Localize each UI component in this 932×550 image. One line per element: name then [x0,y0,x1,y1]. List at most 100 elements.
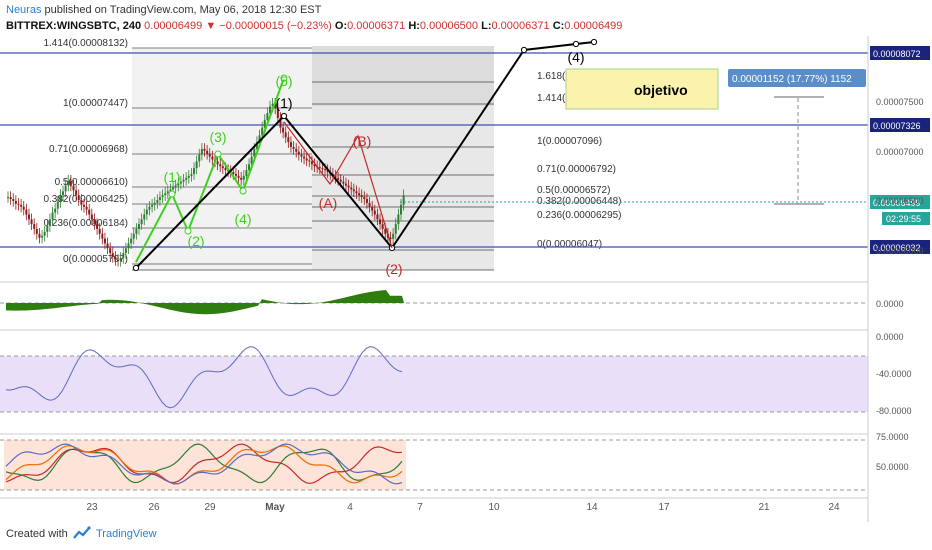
macd-axis-tick: 0.0000 [876,299,904,309]
candle-body [240,177,243,180]
rsi-axis-tick: -80.0000 [876,406,912,416]
symbol-name: BITTREX:WINGSBTC, 240 [6,20,142,32]
candle-body [350,187,353,190]
high-label: H: [408,20,420,32]
candle-body [242,175,245,180]
wave-black-node [590,38,598,46]
wave-green-label: (2) [187,233,204,249]
candle-body [287,137,290,143]
price-axis-tick: 0.00006500 [876,196,924,206]
candle-body [130,238,133,244]
candle-body [355,191,358,194]
candle-body [269,106,271,114]
candle-body [138,224,140,229]
countdown-tag-text: 02:29:55 [886,214,921,224]
rsi-band [0,356,868,412]
candle-body [237,175,240,178]
candle-body [127,243,130,249]
author-link[interactable]: Neuras [6,4,42,16]
fib-label-right: 0.71(0.00006792) [537,164,616,175]
candle-body [261,127,264,136]
candle-body [384,228,387,234]
candle-body [379,219,382,225]
candle-body [368,202,371,207]
candle-body [75,190,78,196]
candle-body [392,233,395,239]
stoch-line [5,443,403,485]
candle-body [22,206,25,210]
x-axis-tick: May [265,502,285,513]
candle-body [284,132,287,138]
last-price: 0.00006499 [144,20,203,32]
price-tag-level [870,46,930,60]
candle-body [96,224,99,229]
fib-label-right: 0.5(0.00006572) [537,185,610,196]
candle-body [373,210,376,215]
candle-body [169,189,172,192]
x-axis-tick: 23 [86,502,98,513]
candle-body [200,148,203,155]
fib-label-right: 0(0.00006047) [537,239,602,250]
candle-body [321,168,324,170]
close-value: 0.00006499 [564,20,623,32]
candle-body [303,156,306,159]
price-tag-level-text: 0.00007326 [873,121,921,131]
candle-body [255,142,258,149]
candle-body [20,204,23,207]
high-value: 0.00006500 [419,20,479,32]
x-axis-tick: 21 [758,502,770,513]
candle-body [250,156,253,165]
candle-body [46,226,49,232]
candle-body [219,164,222,167]
trading-chart[interactable]: 1.414(0.00008132) 1(0.00007447) 0.71(0.000… [0,36,932,522]
stoch-band [4,440,406,490]
candle-body [203,148,206,151]
candle-body [41,235,44,238]
candle-body [93,219,96,225]
tradingview-brand[interactable]: TradingView [96,528,157,540]
candle-body [363,197,366,200]
candle-body [85,206,88,210]
candle-body [103,238,106,244]
candle-body [371,206,374,211]
candle-body [234,173,237,176]
candle-body [80,200,83,205]
candle-body [59,195,62,202]
candle-body [221,166,224,169]
countdown-tag [882,212,930,225]
candle-body [111,253,114,257]
candle-body [190,173,193,176]
fib-label-left: 0.236(0.00006184) [43,218,128,229]
wave-black-node [572,40,580,48]
candle-body [282,127,285,133]
candle-body [258,135,261,143]
x-axis-tick: 4 [347,502,353,513]
candle-body [305,158,308,161]
low-label: L: [481,20,492,32]
price-change: −0.00000015 (−0.23%) [219,20,332,32]
candle-body [182,179,185,182]
candle-body [14,200,17,204]
candle-body [153,202,156,205]
candle-body [64,185,67,192]
fib-label-left: 1.414(0.00008132) [43,38,128,49]
close-label: C: [552,20,565,32]
fib-label-right: 0.382(0.00006448) [537,196,622,207]
candle-body [279,118,282,128]
candle-body [187,175,190,178]
candle-body [161,195,164,198]
candle-body [376,214,379,220]
wave-green-node [214,150,222,158]
candle-body [158,197,161,200]
fib-label-left: 1(0.00007447) [63,98,128,109]
objetivo-box [565,68,719,110]
candle-body [381,224,384,229]
open-value: 0.00006371 [347,20,406,32]
candle-body [56,201,59,209]
candle-body [342,181,345,184]
last-price-tag-text: 0.00006499 [873,198,921,208]
candle-body [114,256,117,260]
candle-body [27,214,30,220]
candle-body [101,233,104,239]
candle-body [30,219,33,225]
